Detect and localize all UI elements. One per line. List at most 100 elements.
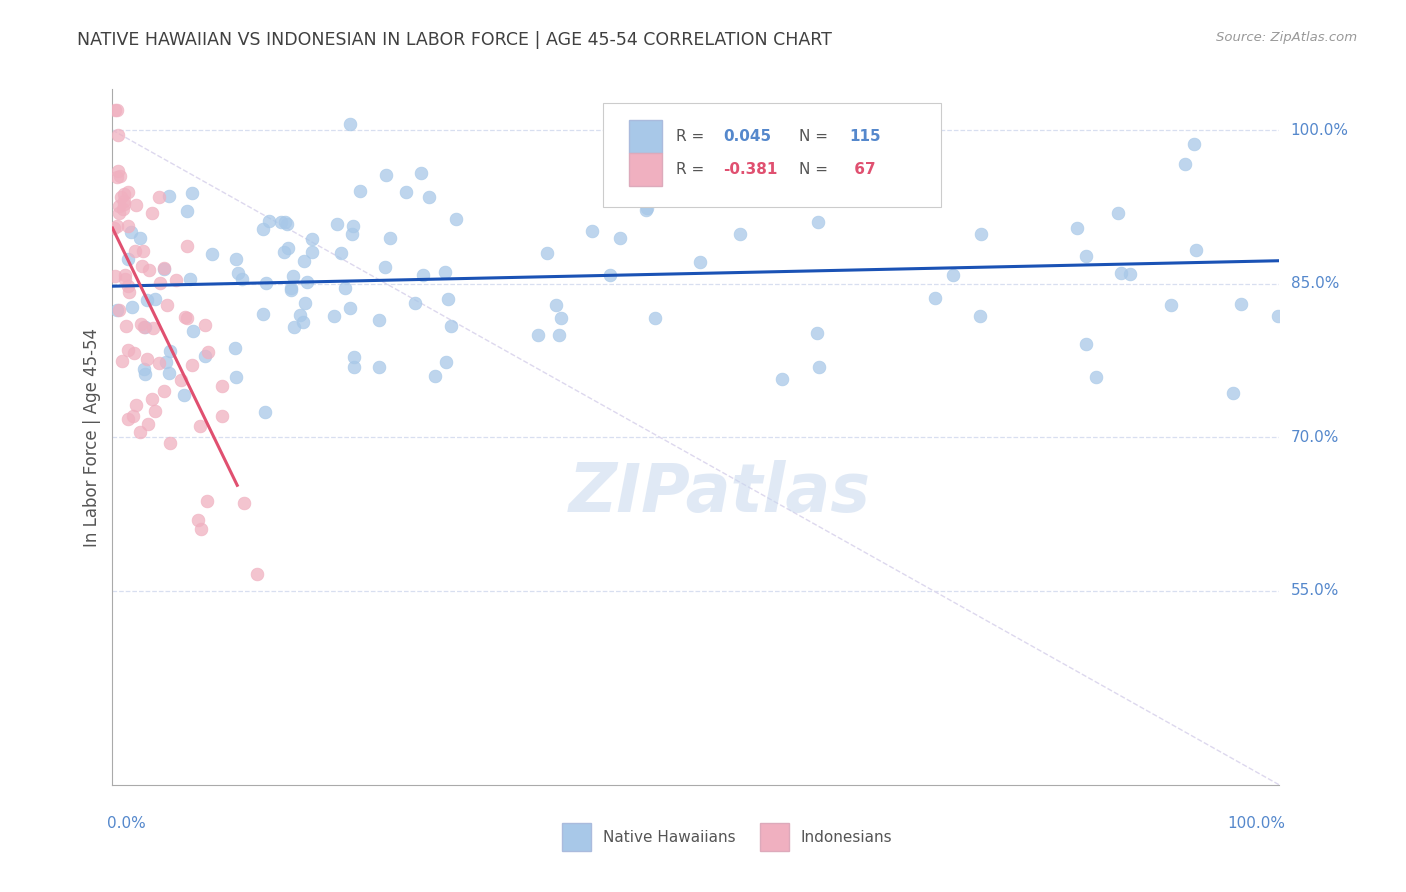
Point	[124, 244, 146, 258]
Point	[114, 268, 136, 283]
Point	[270, 215, 292, 229]
Point	[291, 315, 314, 329]
Point	[104, 103, 127, 117]
Point	[273, 245, 295, 260]
Point	[136, 352, 159, 367]
Y-axis label: In Labor Force | Age 45-54: In Labor Force | Age 45-54	[83, 327, 101, 547]
Point	[179, 272, 201, 286]
Point	[176, 239, 198, 253]
Point	[174, 310, 197, 324]
Point	[1074, 249, 1097, 263]
Point	[104, 268, 127, 283]
Point	[180, 186, 202, 200]
Text: NATIVE HAWAIIAN VS INDONESIAN IN LABOR FORCE | AGE 45-54 CORRELATION CHART: NATIVE HAWAIIAN VS INDONESIAN IN LABOR F…	[77, 31, 832, 49]
Point	[108, 169, 131, 184]
Point	[156, 298, 179, 312]
Point	[367, 360, 389, 375]
Point	[259, 214, 281, 228]
Point	[148, 356, 170, 370]
Point	[807, 360, 830, 375]
Point	[343, 351, 366, 365]
Point	[165, 272, 187, 286]
Point	[155, 354, 177, 368]
Point	[759, 161, 782, 176]
Point	[446, 211, 468, 226]
Point	[195, 493, 218, 508]
Point	[806, 326, 828, 340]
Point	[1109, 266, 1132, 280]
Point	[190, 523, 212, 537]
Point	[1119, 268, 1142, 282]
Point	[122, 345, 145, 359]
Point	[141, 206, 163, 220]
Point	[194, 349, 217, 363]
Point	[770, 171, 793, 186]
Point	[105, 302, 128, 317]
Point	[581, 224, 603, 238]
Point	[349, 185, 371, 199]
FancyBboxPatch shape	[630, 120, 662, 153]
Point	[173, 388, 195, 402]
Point	[117, 411, 139, 425]
Point	[301, 244, 323, 259]
Point	[254, 277, 277, 291]
Text: 0.0%: 0.0%	[107, 816, 145, 831]
Point	[107, 170, 129, 185]
Point	[335, 281, 357, 295]
Point	[1085, 369, 1108, 384]
Point	[970, 227, 993, 242]
Point	[188, 418, 211, 433]
Point	[153, 384, 176, 398]
Point	[770, 372, 793, 386]
Point	[434, 265, 457, 279]
Point	[105, 219, 128, 234]
Point	[107, 163, 129, 178]
Point	[233, 496, 256, 510]
Point	[728, 227, 751, 242]
FancyBboxPatch shape	[761, 823, 789, 851]
Point	[134, 367, 156, 381]
Text: Indonesians: Indonesians	[801, 830, 893, 845]
Point	[599, 268, 621, 282]
Point	[609, 231, 631, 245]
Point	[326, 218, 349, 232]
Point	[283, 319, 305, 334]
Text: 67: 67	[849, 161, 876, 177]
Point	[1230, 297, 1253, 311]
Point	[1076, 337, 1098, 351]
Point	[942, 268, 965, 283]
Point	[440, 318, 463, 333]
Point	[129, 231, 152, 245]
Point	[821, 190, 844, 204]
Point	[159, 436, 181, 450]
Point	[276, 218, 298, 232]
Point	[129, 317, 152, 331]
Point	[111, 354, 134, 368]
Point	[108, 199, 131, 213]
Text: 85.0%: 85.0%	[1291, 277, 1339, 291]
Point	[225, 252, 247, 266]
Text: R =: R =	[676, 129, 709, 144]
Point	[225, 370, 247, 384]
Point	[117, 186, 139, 200]
Point	[231, 272, 253, 286]
Point	[411, 166, 433, 180]
Point	[136, 417, 159, 432]
Point	[294, 296, 316, 310]
Point	[1107, 206, 1129, 220]
Text: Source: ZipAtlas.com: Source: ZipAtlas.com	[1216, 31, 1357, 45]
Point	[689, 255, 711, 269]
Point	[277, 241, 299, 255]
Point	[141, 392, 163, 406]
Point	[330, 246, 353, 260]
Point	[339, 117, 361, 131]
Point	[117, 278, 139, 293]
Point	[228, 267, 250, 281]
Text: -0.381: -0.381	[723, 161, 778, 177]
Point	[254, 405, 277, 419]
Text: Native Hawaiians: Native Hawaiians	[603, 830, 735, 845]
Point	[536, 246, 558, 260]
Point	[380, 231, 402, 245]
Point	[108, 205, 131, 219]
Point	[197, 345, 219, 359]
